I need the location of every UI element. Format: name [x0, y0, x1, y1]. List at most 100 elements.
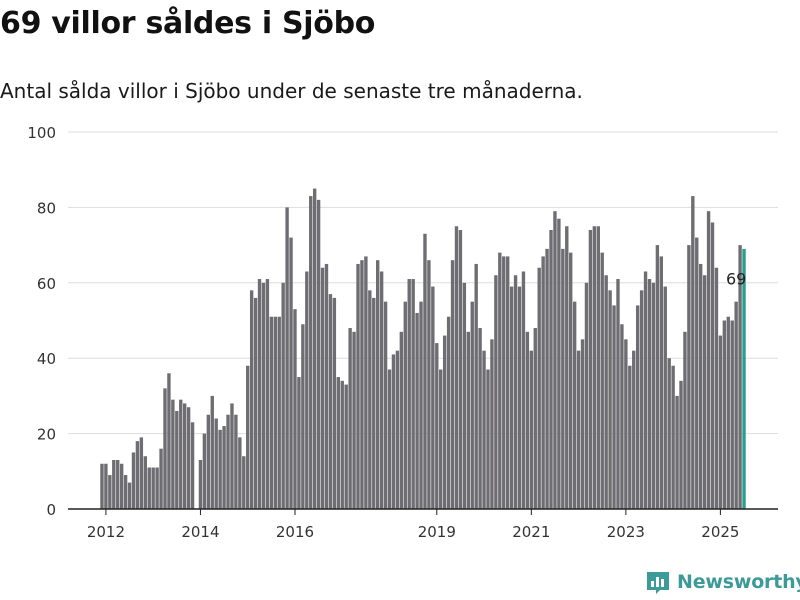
bar — [710, 222, 715, 509]
bar — [175, 410, 179, 509]
bar — [659, 256, 664, 509]
bar — [301, 324, 305, 509]
bar — [391, 354, 396, 509]
y-tick-label: 0 — [46, 501, 56, 519]
y-tick-label: 60 — [37, 275, 56, 293]
bar — [312, 188, 317, 510]
x-tick-label: 2023 — [607, 523, 645, 541]
bar — [210, 395, 214, 509]
bar — [671, 365, 675, 509]
bar — [616, 279, 620, 509]
bar — [127, 482, 132, 509]
bar — [592, 226, 597, 509]
bar — [572, 301, 577, 509]
bar-highlight — [742, 248, 746, 509]
y-tick-label: 80 — [37, 199, 56, 217]
x-tick-label: 2021 — [512, 523, 550, 541]
bar — [147, 467, 151, 509]
bar — [190, 422, 195, 509]
bar — [517, 286, 522, 509]
bar — [722, 320, 727, 509]
brand-name: Newsworthy — [677, 571, 800, 593]
bar — [234, 414, 238, 509]
bar — [691, 196, 695, 509]
bar — [116, 459, 120, 509]
bar — [561, 248, 565, 509]
bar — [537, 267, 541, 509]
bar — [376, 260, 380, 509]
bar — [569, 252, 573, 509]
bar — [435, 343, 439, 509]
bar — [123, 475, 128, 509]
x-tick-label: 2012 — [87, 523, 125, 541]
bar — [249, 290, 254, 509]
data-label-latest: 69 — [726, 270, 746, 289]
y-tick-label: 100 — [27, 124, 56, 142]
bar — [667, 358, 671, 509]
bar — [395, 350, 400, 509]
bar — [222, 426, 226, 509]
bar — [202, 433, 207, 509]
bar — [505, 256, 510, 509]
bar — [167, 373, 171, 509]
bar — [604, 275, 608, 509]
bar — [596, 226, 600, 509]
bar — [734, 301, 738, 509]
bar — [687, 245, 691, 509]
bar — [494, 275, 498, 509]
bar — [332, 297, 337, 509]
bar — [171, 399, 175, 509]
y-tick-label: 40 — [37, 350, 56, 368]
bar — [600, 252, 604, 509]
bar — [730, 320, 734, 509]
bar — [474, 263, 478, 509]
bar — [305, 271, 309, 509]
bar — [482, 350, 486, 509]
bar — [533, 328, 537, 509]
bar-chart: 0 20 40 60 80 100 2012 2014 2016 2019 2021 2023 2025… — [27, 124, 778, 541]
bar — [340, 380, 344, 509]
bar — [521, 271, 526, 509]
bar — [702, 275, 707, 509]
bar — [297, 377, 301, 509]
bar — [230, 403, 234, 509]
bar — [545, 248, 549, 509]
bar — [379, 271, 384, 509]
bar — [242, 456, 246, 509]
bar — [726, 316, 730, 509]
bar — [182, 403, 187, 509]
bar — [557, 218, 561, 509]
newsworthy-logo-icon — [647, 572, 669, 594]
bar — [513, 275, 518, 509]
bar — [541, 256, 545, 509]
bar — [163, 388, 167, 509]
bar — [415, 312, 419, 509]
bar — [663, 286, 667, 509]
bar — [525, 331, 530, 509]
bar — [588, 230, 593, 509]
bar — [372, 297, 376, 509]
bar — [458, 230, 463, 509]
bar — [706, 211, 711, 510]
bar — [352, 331, 356, 509]
x-tick-label: 2014 — [181, 523, 219, 541]
bar — [399, 331, 404, 509]
bar — [309, 196, 313, 509]
bar — [529, 350, 534, 509]
bar — [100, 463, 104, 509]
bar — [265, 279, 270, 509]
bar — [620, 324, 624, 509]
bar — [675, 395, 679, 509]
bar — [218, 429, 222, 509]
bar — [576, 350, 581, 509]
bar — [584, 282, 589, 509]
bar — [450, 260, 455, 509]
bar — [612, 305, 616, 509]
newsworthy-logo[interactable]: Newsworthy — [645, 569, 800, 595]
bar — [226, 414, 230, 509]
bar — [635, 305, 640, 509]
bar — [143, 456, 147, 509]
bar — [179, 399, 183, 509]
bar — [336, 377, 341, 509]
bar — [651, 282, 656, 509]
